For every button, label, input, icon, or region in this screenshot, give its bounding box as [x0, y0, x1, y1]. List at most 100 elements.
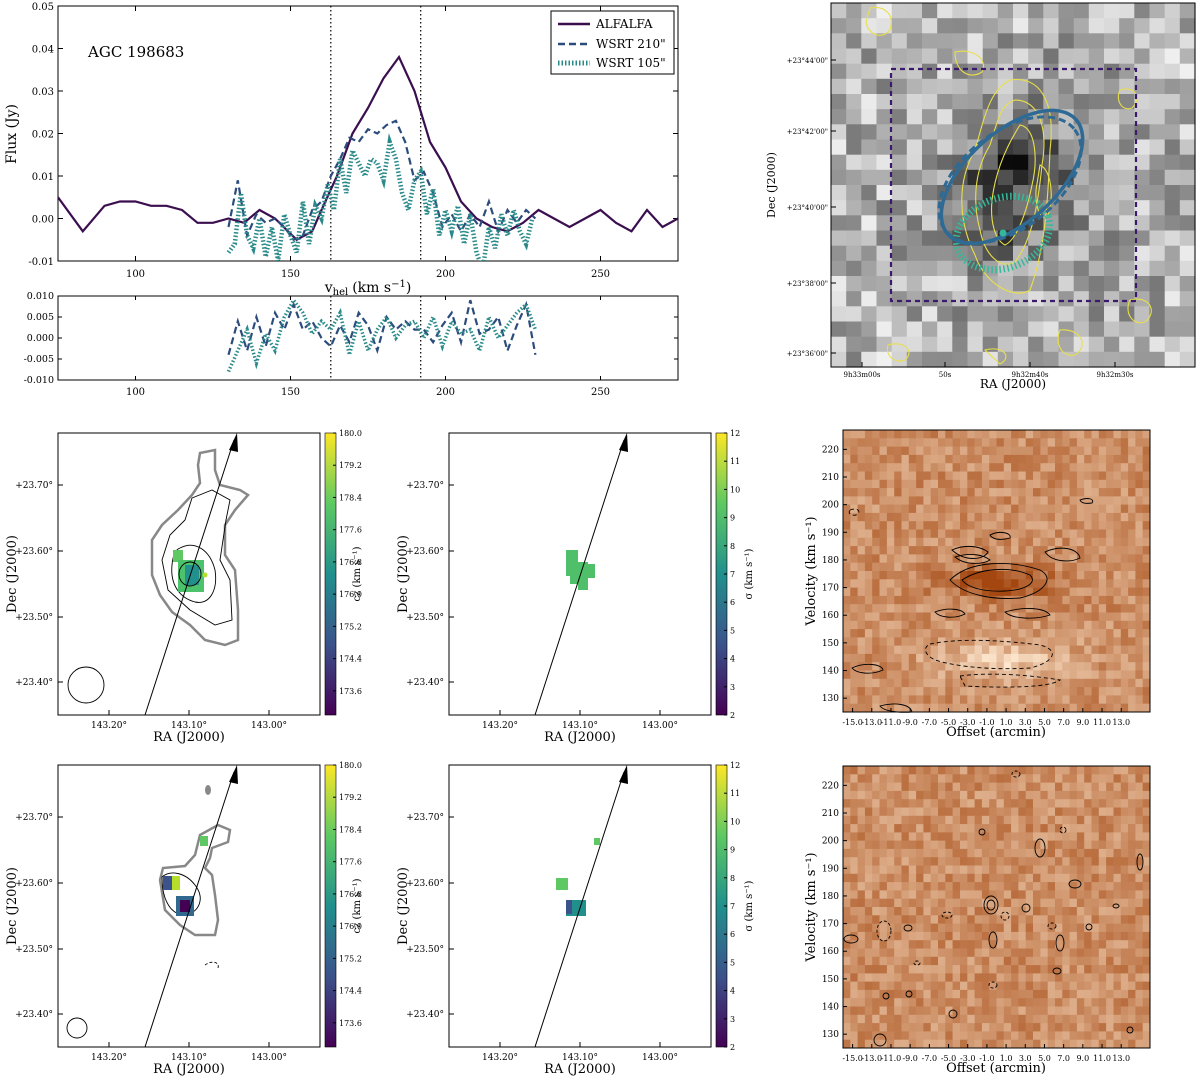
- pv-pixel: [1040, 948, 1049, 958]
- optical-pixel: [997, 245, 1014, 262]
- pv-pixel: [908, 956, 917, 966]
- pv-pixel: [938, 537, 946, 547]
- pv-pixel: [974, 488, 983, 497]
- pv-pixel: [938, 824, 946, 833]
- pv-pixel: [1025, 1031, 1034, 1041]
- pv-pixel: [1113, 965, 1122, 974]
- pv-pixel: [1076, 790, 1085, 800]
- pv-pixel: [1040, 824, 1049, 833]
- mom1-210-panel: 143.20° 143.10° 143.00°+23.40°+23.50°+23.6…: [15, 429, 362, 731]
- pv-pixel: [974, 873, 983, 883]
- pv-pixel: [872, 463, 880, 472]
- pv-pixel: [996, 948, 1005, 958]
- pv-pixel: [930, 1014, 939, 1024]
- pv-pixel: [1076, 504, 1085, 514]
- y-tick-label: +23.60°: [15, 879, 53, 889]
- pv-pixel: [916, 687, 924, 696]
- pv-pixel: [916, 438, 924, 448]
- pv-pixel: [872, 790, 880, 800]
- pv-pixel: [1033, 1014, 1041, 1024]
- pv-pixel: [886, 662, 895, 671]
- pv-pixel: [960, 799, 968, 808]
- pv-pixel: [938, 496, 946, 506]
- optical-pixel: [1058, 245, 1075, 262]
- optical-pixel: [831, 276, 847, 292]
- pv-pixel: [923, 998, 932, 1007]
- pv-pixel: [1128, 915, 1136, 925]
- pv-pixel: [857, 571, 866, 580]
- pv-pixel: [1128, 687, 1136, 696]
- alfalfa-beam-ellipse: [939, 108, 1085, 246]
- pv-pixel: [945, 471, 954, 481]
- pv-pixel: [1098, 629, 1107, 638]
- pv-pixel: [967, 1023, 976, 1032]
- pv-pixel: [864, 774, 873, 784]
- pv-pixel: [1025, 807, 1034, 817]
- pv-pixel: [1128, 965, 1136, 974]
- pv-pixel: [1098, 504, 1107, 514]
- pv-pixel: [1003, 965, 1012, 974]
- pv-pixel: [938, 890, 946, 900]
- pv-pixel: [1025, 438, 1034, 448]
- pv-pixel: [960, 521, 968, 530]
- pv-pixel: [879, 1023, 888, 1032]
- pv-pixel: [1106, 890, 1114, 900]
- optical-pixel: [937, 124, 953, 141]
- pv-pixel: [945, 554, 954, 564]
- pv-pixel: [981, 799, 990, 808]
- pv-pixel: [916, 1039, 924, 1049]
- pv-pixel: [1018, 973, 1027, 983]
- pv-pixel: [1128, 529, 1136, 539]
- pv-pixel: [989, 857, 997, 866]
- pv-pixel: [1113, 471, 1122, 481]
- pv-pixel: [1018, 1031, 1027, 1041]
- pv-pixel: [1025, 579, 1034, 589]
- pv-pixel: [901, 898, 910, 908]
- pv-pixel: [960, 620, 968, 630]
- pv-pixel: [850, 865, 859, 875]
- colorbar-tick-label: 4: [730, 655, 735, 664]
- mom1-105-beam: [66, 1017, 88, 1039]
- pv-pixel: [974, 512, 983, 522]
- pv-pixel: [952, 774, 961, 784]
- pv-pixel: [864, 653, 873, 663]
- colorbar-tick-label: 8: [730, 542, 735, 551]
- pv-pixel: [1142, 479, 1151, 489]
- pv-pixel: [850, 620, 859, 630]
- pv-pixel: [967, 645, 976, 655]
- pv-pixel: [1113, 529, 1122, 539]
- pv-pixel: [996, 774, 1005, 784]
- pv-pixel: [901, 662, 910, 671]
- pv-pixel: [864, 1006, 873, 1016]
- contour-inner: [991, 124, 1036, 246]
- pv-pixel: [981, 1031, 990, 1041]
- optical-pixel: [997, 109, 1014, 125]
- pv-pixel: [1047, 521, 1056, 530]
- optical-pixel: [891, 276, 908, 292]
- pv-pixel: [945, 529, 954, 539]
- pv-pixel: [1040, 537, 1049, 547]
- pv-pixel: [1076, 1014, 1085, 1024]
- pv-pixel: [1135, 940, 1144, 949]
- pv-pixel: [872, 898, 880, 908]
- pv-pixel: [1062, 956, 1071, 966]
- optical-pixel: [846, 260, 862, 277]
- pv-pixel: [1120, 882, 1129, 891]
- pv-pixel: [1120, 604, 1129, 613]
- pv-pixel: [1091, 940, 1100, 949]
- pv-pixel: [1128, 703, 1136, 713]
- pv-pixel: [1047, 998, 1056, 1007]
- mom2-105-ticks: 143.20° 143.10° 143.00°+23.40°+23.50°+23.6…: [406, 761, 740, 1063]
- pv-pixel: [1055, 446, 1063, 456]
- pv-pixel: [1018, 790, 1027, 800]
- pv-pixel: [1018, 537, 1027, 547]
- pv-pixel: [864, 629, 873, 638]
- pv-pixel: [1135, 637, 1144, 647]
- beam-105-ellipse: [952, 192, 1054, 274]
- pv-pixel: [1135, 579, 1144, 589]
- optical-pixel: [876, 260, 893, 277]
- pv-pixel: [1069, 1014, 1078, 1024]
- pv-pixel: [1120, 807, 1129, 817]
- pv-pixel: [1120, 965, 1129, 974]
- pv-pixel: [1076, 824, 1085, 833]
